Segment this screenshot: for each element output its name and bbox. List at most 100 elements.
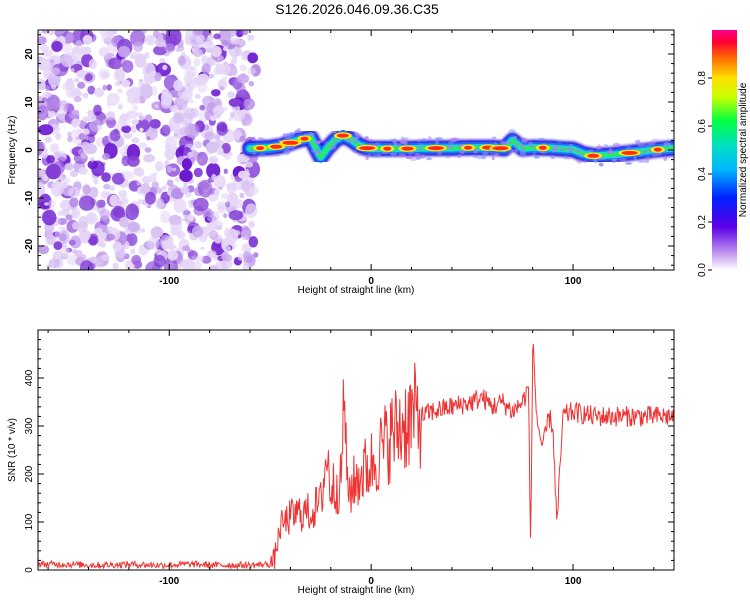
noise-speckle [82,143,91,150]
noise-speckle [75,136,80,140]
ridge-fuzz [354,133,362,137]
noise-speckle [38,105,49,121]
noise-speckle [121,79,131,88]
noise-speckle [186,86,194,94]
noise-speckle [106,84,112,91]
noise-speckle [236,83,246,96]
noise-speckle [149,173,157,183]
noise-speckle [219,86,225,91]
noise-speckle [44,202,49,206]
noise-speckle [193,58,201,67]
ridge-hotspot-core [492,146,509,151]
noise-speckle [165,136,177,151]
noise-speckle [208,73,215,79]
noise-speckle [71,118,81,127]
noise-speckle [184,107,196,120]
noise-speckle [42,209,57,226]
noise-speckle [173,198,187,213]
noise-speckle [101,172,111,183]
snr-frame [37,329,675,571]
noise-speckle [167,190,173,196]
colorbar-tick-label: 0.2 [697,215,708,229]
noise-speckle [161,185,167,191]
noise-speckle [41,49,54,58]
noise-speckle [207,34,215,41]
noise-speckle [130,125,137,133]
noise-speckle [65,214,73,221]
noise-speckle [133,167,141,176]
ridge-fuzz [582,160,589,163]
noise-speckle [192,225,204,238]
noise-speckle [86,114,97,122]
noise-speckle [220,63,231,76]
ridge-hotspot-core [621,150,638,155]
noise-speckle [98,68,110,81]
noise-speckle [199,104,206,111]
noise-speckle [240,230,249,238]
noise-speckle [61,182,68,189]
noise-speckle [78,230,91,242]
noise-speckle [191,255,197,261]
snr-panel: -100 0 100 0 100 200 300 400 Height of straight… [7,329,675,596]
ridge-hotspot-core [383,146,392,151]
noise-speckle [150,226,164,239]
ridge-fuzz [631,147,639,150]
noise-speckle [117,88,123,94]
ridge-fuzz [473,148,479,154]
colorbar-tick-label: 0.6 [697,119,708,133]
noise-speckle [238,39,245,47]
noise-speckle [241,180,251,192]
ridge-fuzz [615,156,620,159]
noise-speckle [131,119,139,125]
ridge-fuzz [330,131,337,134]
noise-speckle [82,34,93,45]
ridge-hotspot-core [270,144,283,149]
ridge-fuzz [504,141,509,145]
ridge-fuzz [606,150,614,154]
ridge-fuzz [346,138,351,142]
noise-speckle [206,162,221,179]
ridge-fuzz [553,144,559,150]
noise-speckle [187,151,194,158]
noise-speckle [197,181,210,190]
noise-speckle [137,199,144,205]
noise-speckle [167,249,179,261]
noise-speckle [130,51,141,60]
noise-speckle [48,199,56,208]
ridge-fuzz [550,155,556,160]
noise-speckle [78,195,95,211]
noise-speckle [70,170,78,178]
noise-speckle [209,156,219,164]
noise-speckle [140,183,151,195]
ridge-fuzz [296,130,303,134]
y-tick-label: 0 [24,567,35,573]
ridge-fuzz [372,153,381,158]
noise-speckle [103,183,111,190]
noise-speckle [87,134,96,144]
ridge-hotspot-core [300,136,309,141]
noise-speckle [148,39,154,46]
ridge-fuzz [500,140,506,145]
noise-speckle [247,52,258,64]
noise-speckle [51,41,63,52]
noise-speckle [118,195,129,208]
ridge-fuzz [403,137,409,140]
noise-speckle [58,226,64,231]
x-tick-label: 100 [565,576,582,587]
ridge-fuzz [283,149,291,155]
noise-speckle [119,147,126,155]
ridge-fuzz [316,148,320,153]
ridge-fuzz [395,143,402,148]
noise-speckle [239,64,247,72]
noise-speckle [38,58,51,72]
noise-speckle [53,241,63,251]
noise-speckle [213,33,221,40]
x-tick-label: -100 [159,276,179,287]
noise-speckle [238,170,248,179]
noise-speckle [45,85,51,92]
ridge-fuzz [642,149,648,153]
noise-speckle [123,132,133,139]
noise-speckle [38,36,47,45]
noise-speckle [248,221,255,228]
